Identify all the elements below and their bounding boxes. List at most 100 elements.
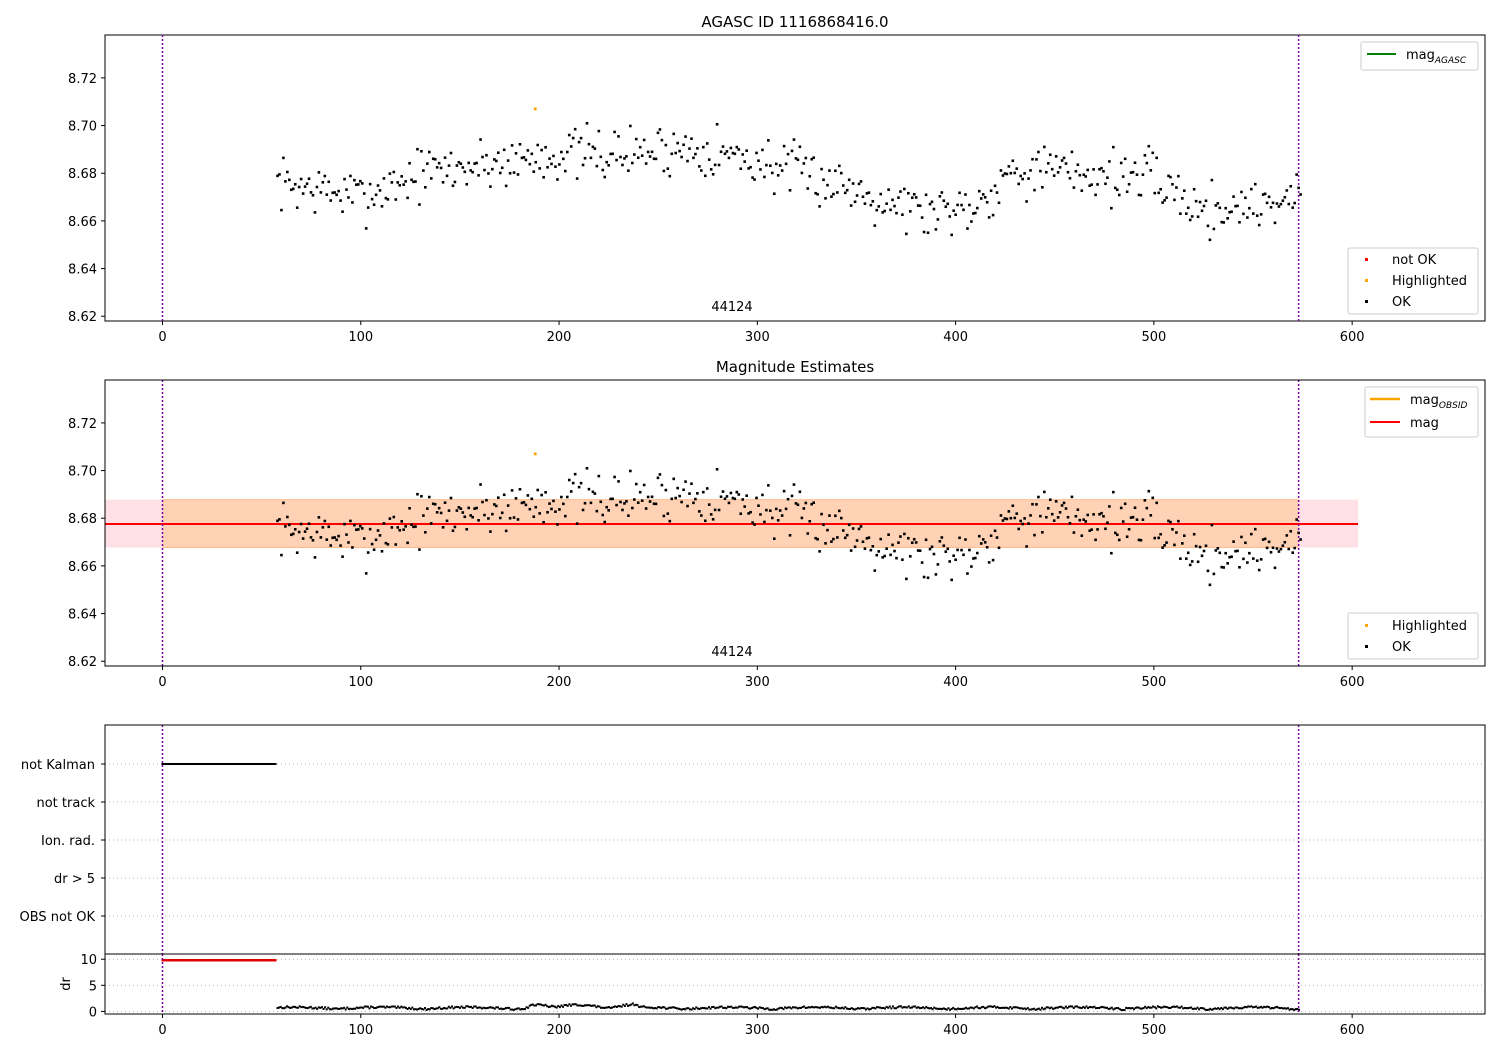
dr-point <box>376 1006 379 1009</box>
ok-point <box>682 143 685 147</box>
dr-point <box>695 1006 698 1009</box>
x-tick-label: 500 <box>1141 330 1166 345</box>
ok-point <box>1165 541 1168 544</box>
ok-point <box>788 188 792 192</box>
ok-point <box>976 206 979 210</box>
ok-point <box>914 541 918 544</box>
ok-point <box>380 204 384 208</box>
ok-point <box>530 497 534 501</box>
ok-point <box>544 491 547 494</box>
ok-point <box>1050 167 1054 171</box>
ok-point <box>1285 534 1289 537</box>
ok-point <box>408 161 411 165</box>
ok-point <box>473 507 476 510</box>
ok-point <box>528 507 532 511</box>
ok-point <box>901 213 904 217</box>
dr-x-tick-label: 100 <box>348 1023 373 1038</box>
dr-point <box>1202 1007 1205 1010</box>
ok-point <box>489 530 492 533</box>
ok-point <box>1023 172 1026 175</box>
dr-point <box>904 1006 907 1009</box>
dr-point <box>612 1005 615 1008</box>
dr-point <box>658 1006 661 1009</box>
ok-point <box>1281 544 1285 547</box>
dr-point <box>761 1007 764 1010</box>
ok-point <box>822 523 825 527</box>
ok-point <box>1220 220 1224 224</box>
dr-point <box>1052 1007 1055 1010</box>
ok-point <box>851 527 855 530</box>
ok-point <box>1267 540 1271 544</box>
ok-point <box>964 538 967 541</box>
ok-point <box>666 512 670 515</box>
ok-point <box>343 522 346 526</box>
ok-point <box>997 546 1001 550</box>
dr-point <box>336 1007 339 1010</box>
ok-point <box>804 156 808 160</box>
ok-point <box>1001 174 1005 177</box>
dr-point <box>1263 1005 1266 1008</box>
dr-point <box>1166 1006 1169 1009</box>
ok-point <box>1062 501 1066 505</box>
ok-point <box>780 169 784 172</box>
dr-point <box>842 1007 845 1010</box>
dr-point <box>412 1008 415 1011</box>
ok-point <box>707 158 711 161</box>
ok-point <box>1218 206 1222 210</box>
ok-point <box>414 180 417 183</box>
ok-point <box>390 526 394 529</box>
ok-point <box>790 149 794 153</box>
ok-point <box>810 502 814 506</box>
ok-point <box>1074 514 1078 518</box>
dr-point <box>1169 1006 1172 1009</box>
dr-point <box>734 1006 737 1009</box>
ok-point <box>514 497 518 500</box>
dr-point <box>833 1007 836 1010</box>
ok-point <box>721 490 725 493</box>
ok-point <box>1121 175 1125 178</box>
ok-point <box>883 554 886 558</box>
ok-point <box>1289 529 1293 533</box>
legend-label-not-ok: not OK <box>1392 253 1437 268</box>
dr-point <box>408 1006 411 1009</box>
dr-point <box>441 1007 444 1010</box>
ok-point <box>652 157 656 161</box>
dr-point <box>443 1006 446 1009</box>
agasc-legend-label: magAGASC <box>1406 48 1467 66</box>
ok-point <box>358 524 362 528</box>
dr-point <box>501 1008 504 1011</box>
dr-point <box>557 1005 560 1008</box>
ok-point <box>467 506 471 510</box>
dr-point <box>490 1006 493 1009</box>
ok-point <box>1251 557 1255 560</box>
ok-point <box>1084 520 1088 523</box>
ok-point <box>918 204 922 208</box>
dr-point <box>942 1007 945 1010</box>
ok-point <box>1137 193 1141 197</box>
dr-point <box>933 1006 936 1009</box>
dr-point <box>1220 1007 1223 1010</box>
dr-point <box>711 1006 714 1009</box>
dr-point <box>899 1005 902 1008</box>
ok-point <box>518 142 522 146</box>
ok-point <box>295 206 299 209</box>
dr-point <box>654 1007 657 1010</box>
flags-points <box>161 763 277 765</box>
dr-point <box>573 1003 576 1006</box>
dr-point <box>463 1006 466 1009</box>
ok-point <box>424 530 427 534</box>
ok-point <box>1100 166 1103 170</box>
ok-point <box>487 172 490 175</box>
ok-point <box>1283 195 1287 199</box>
dr-point <box>547 1006 550 1009</box>
ok-point <box>719 150 723 154</box>
dr-point <box>750 1007 753 1010</box>
dr-point <box>766 1007 769 1010</box>
dr-point <box>937 1007 940 1010</box>
dr-point <box>454 1006 457 1009</box>
dr-point <box>633 1004 636 1007</box>
dr-point <box>422 1008 425 1011</box>
dr-point <box>286 1005 289 1008</box>
ok-point <box>1234 204 1237 208</box>
ok-point <box>1285 189 1289 192</box>
